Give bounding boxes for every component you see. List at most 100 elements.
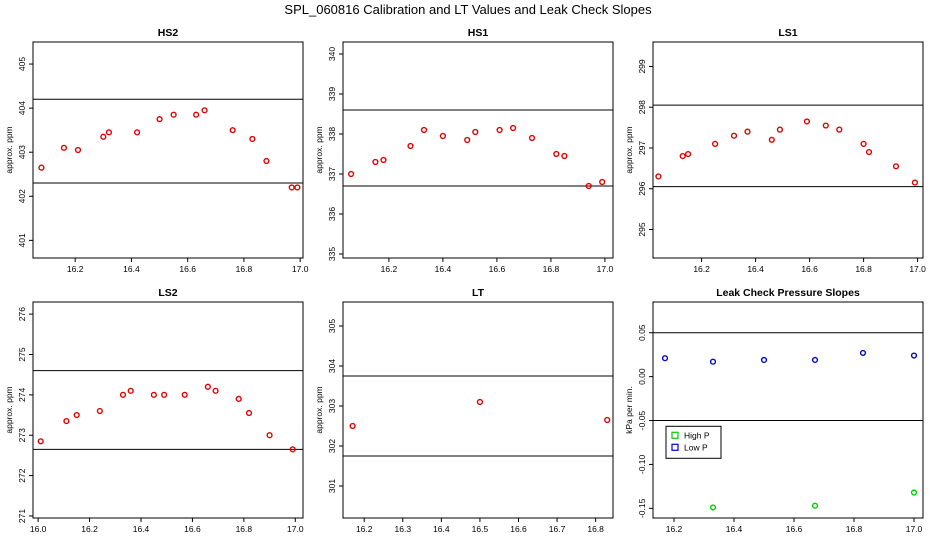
panel-3: LS1 16.2 16.4 16.6 16.8 17.0 295 296 297 298 299 ap… — [624, 27, 926, 274]
data-point — [348, 170, 355, 178]
y-tick-label: 298 — [637, 100, 647, 114]
panel-title: LS1 — [778, 27, 797, 39]
data-point — [561, 152, 568, 160]
data-point — [170, 111, 177, 118]
data-point — [245, 409, 253, 417]
y-tick-label: 339 — [327, 87, 337, 101]
plot-frame — [652, 301, 924, 519]
panel-5: LT 16.2 16.3 16.4 16.5 16.6 16.7 16.8 301 302 303 3… — [314, 287, 614, 534]
data-point — [289, 446, 296, 453]
data-point — [910, 489, 918, 496]
data-point — [294, 184, 301, 191]
x-tick-label: 16.6 — [489, 264, 506, 274]
y-tick-label: 401 — [17, 233, 27, 247]
figure-title: SPL_060816 Calibration and LT Values and… — [284, 2, 652, 17]
plot-frame — [342, 41, 614, 259]
y-axis-label: approx. ppm — [314, 126, 324, 173]
panel-title: Leak Check Pressure Slopes — [716, 287, 860, 299]
data-point — [822, 122, 829, 129]
data-point — [911, 179, 919, 186]
panel-1: HS2 16.2 16.4 16.6 16.8 17.0 401 402 403 404 405 ap… — [4, 27, 309, 274]
data-point — [380, 156, 387, 164]
data-point — [472, 128, 479, 136]
data-point — [201, 107, 208, 114]
plot-frame — [32, 301, 304, 519]
data-point — [100, 133, 107, 140]
y-tick-label: 275 — [17, 347, 27, 361]
x-tick-label: 16.3 — [395, 524, 412, 534]
data-point — [709, 358, 717, 365]
data-points — [38, 107, 301, 191]
y-tick-label: 301 — [327, 479, 337, 493]
y-tick-label: 296 — [637, 181, 647, 195]
data-points — [349, 398, 611, 430]
y-tick-label: -0.05 — [637, 411, 647, 431]
data-point — [836, 126, 843, 133]
data-point — [37, 438, 44, 445]
x-tick-label: 16.2 — [67, 264, 84, 274]
data-point — [266, 432, 273, 439]
data-point — [60, 144, 68, 151]
panel-title: LS2 — [158, 287, 177, 299]
data-point — [73, 411, 80, 419]
data-point — [528, 134, 536, 142]
data-point — [212, 387, 219, 394]
data-point — [604, 416, 611, 424]
data-point — [156, 116, 163, 123]
panel-title: LT — [472, 287, 485, 299]
y-tick-label: 402 — [17, 189, 27, 203]
x-tick-label: 16.2 — [693, 264, 710, 274]
y-tick-label: 404 — [17, 101, 27, 115]
x-tick-label: 16.8 — [855, 264, 872, 274]
y-axis-label: approx. ppm — [4, 126, 14, 173]
y-axis-label: kPa per min. — [624, 386, 634, 434]
data-point — [655, 173, 662, 180]
y-tick-label: 403 — [17, 145, 27, 159]
plot-frame — [652, 41, 924, 259]
y-tick-label: 271 — [17, 509, 27, 523]
data-point — [263, 157, 270, 165]
data-point — [599, 178, 606, 186]
x-tick-label: 17.0 — [909, 264, 926, 274]
data-point — [811, 356, 819, 364]
data-point — [150, 391, 157, 398]
data-point — [496, 126, 503, 134]
data-point — [859, 349, 867, 357]
x-tick-label: 16.7 — [549, 524, 566, 534]
y-tick-label: 337 — [327, 167, 337, 181]
y-tick-label: 336 — [327, 207, 337, 221]
y-tick-label: -0.10 — [637, 454, 647, 474]
data-point — [910, 352, 918, 359]
data-point — [235, 395, 242, 402]
x-tick-label: 16.6 — [786, 524, 803, 534]
data-point — [161, 391, 168, 398]
data-point — [96, 407, 103, 415]
y-axis-label: approx. ppm — [624, 126, 634, 173]
data-point — [181, 391, 188, 398]
x-tick-label: 16.4 — [726, 524, 743, 534]
data-point — [63, 418, 70, 425]
y-tick-label: 0.05 — [637, 324, 647, 341]
data-point — [193, 111, 200, 118]
x-tick-label: 16.8 — [846, 524, 863, 534]
y-tick-label: 272 — [17, 468, 27, 482]
y-tick-label: 304 — [327, 359, 337, 373]
data-point — [661, 355, 669, 362]
y-tick-label: 335 — [327, 247, 337, 261]
data-point — [684, 150, 692, 158]
x-tick-label: 16.5 — [472, 524, 489, 534]
x-tick-label: 16.6 — [510, 524, 527, 534]
legend-box — [665, 425, 722, 459]
y-tick-label: 0.00 — [637, 368, 647, 385]
x-tick-label: 16.2 — [81, 524, 98, 534]
x-tick-label: 16.8 — [543, 264, 560, 274]
x-tick-label: 16.8 — [236, 264, 253, 274]
x-tick-label: 17.0 — [906, 524, 923, 534]
data-points — [655, 118, 919, 186]
y-tick-label: 297 — [637, 141, 647, 155]
y-tick-label: 303 — [327, 399, 337, 413]
legend-swatch — [671, 443, 679, 451]
y-axis-label: approx. ppm — [4, 386, 14, 433]
data-point — [892, 163, 900, 170]
panel-4: LS2 16.0 16.2 16.4 16.6 16.8 17.0 271 272 273 274 2… — [4, 287, 304, 534]
